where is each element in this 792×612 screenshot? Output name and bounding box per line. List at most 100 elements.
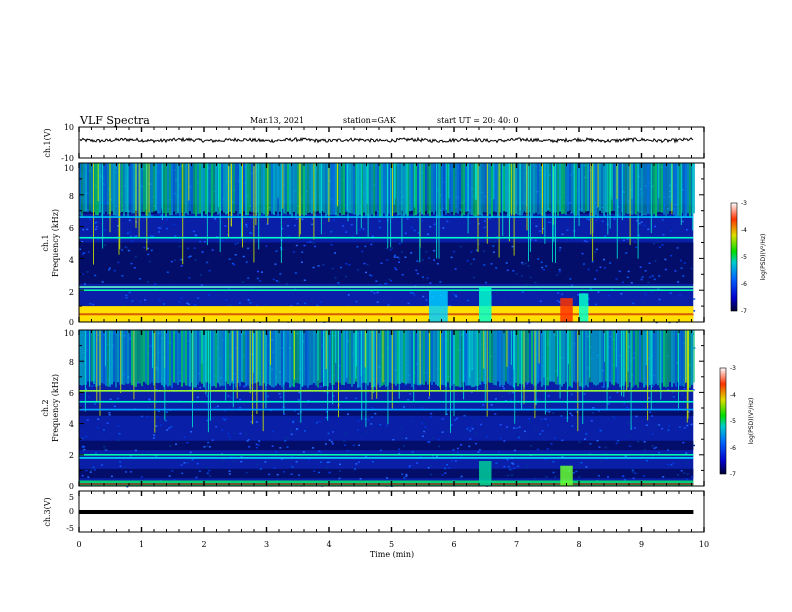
ch1-ytick-8: 8 xyxy=(69,192,74,201)
ch2-spectrogram-panel: 0 2 4 6 8 10 ch.2 Frequency (kHz) xyxy=(41,329,705,491)
spec1-sferic xyxy=(448,163,450,199)
spec2-noise xyxy=(585,466,588,468)
spec1-upper xyxy=(447,163,449,214)
spec1-upper xyxy=(149,163,151,217)
spec2-noise xyxy=(554,476,557,478)
spec1-upper xyxy=(635,163,637,215)
spec2-noise xyxy=(454,460,457,462)
spec1-sferic xyxy=(498,163,500,258)
spec1-upper xyxy=(453,163,455,216)
spec2-noise xyxy=(494,398,497,400)
spec1-upper xyxy=(685,163,687,217)
ch1-cb-tick-m7: -7 xyxy=(741,308,747,315)
spec2-noise xyxy=(126,485,129,488)
spec1-sferic xyxy=(230,163,232,227)
spec2-noise xyxy=(547,395,550,397)
spec2-noise xyxy=(685,452,688,454)
spec1-upper xyxy=(169,163,171,216)
spec2-noise xyxy=(283,436,286,439)
spec1-noise xyxy=(658,275,661,277)
spec2-noise xyxy=(513,449,516,452)
spec2-noise xyxy=(318,420,321,423)
spec2-noise xyxy=(643,441,646,443)
spec2-upper xyxy=(679,330,681,386)
spec1-noise xyxy=(300,261,303,263)
spec2-sferic xyxy=(335,330,337,363)
spec2-sferic xyxy=(323,330,324,387)
spec2-upper xyxy=(555,330,557,385)
spec1-upper xyxy=(335,163,337,216)
spec2-noise xyxy=(94,403,97,405)
spec1-upper xyxy=(327,163,329,215)
spec1-upper xyxy=(235,163,237,212)
spec1-noise xyxy=(334,276,337,279)
spec1-noise xyxy=(583,217,586,220)
ch2-cb-label: log(PSD)(V²/Hz) xyxy=(748,398,755,445)
spec2-upper xyxy=(499,330,501,387)
spec2-upper xyxy=(495,330,497,386)
spec2-upper xyxy=(79,330,81,385)
spec2-noise xyxy=(521,396,524,399)
spec1-noise xyxy=(362,228,365,230)
spec1-upper xyxy=(579,163,581,212)
spec1-upper xyxy=(679,163,681,216)
spec2-noise xyxy=(683,472,686,474)
spec2-dark-band xyxy=(79,440,694,451)
spec1-upper xyxy=(409,163,411,212)
spec1-upper xyxy=(87,163,89,213)
time-tick-label: 9 xyxy=(639,540,644,549)
spec2-upper xyxy=(219,330,221,387)
spec2-noise xyxy=(240,456,243,458)
time-axis-label: Time (min) xyxy=(370,550,414,559)
spec2-noise xyxy=(97,418,100,420)
spec2-sferic xyxy=(301,330,303,387)
spec1-noise xyxy=(249,231,252,234)
spec1-noise xyxy=(436,263,439,265)
spec1-noise xyxy=(230,304,233,307)
spec1-upper xyxy=(333,163,335,215)
spec1-upper xyxy=(287,163,289,212)
spec1-noise xyxy=(147,281,149,283)
spec1-noise xyxy=(385,247,388,250)
spec1-noise xyxy=(322,264,325,266)
spec2-sferic xyxy=(678,330,679,409)
spec2-upper xyxy=(575,330,577,383)
spec1-sferic xyxy=(188,163,190,201)
spec2-noise xyxy=(421,407,424,409)
spec2-noise xyxy=(227,433,230,435)
spec1-noise xyxy=(306,241,309,243)
spec2-noise xyxy=(119,461,122,463)
spec1-noise xyxy=(378,220,381,222)
spec1-upper xyxy=(371,163,373,215)
spec1-noise xyxy=(521,291,524,293)
spec2-noise xyxy=(503,387,506,390)
spec2-noise xyxy=(385,425,388,427)
spec1-sferic xyxy=(320,163,322,235)
time-tick-label: 4 xyxy=(326,540,331,549)
spec2-noise xyxy=(480,382,483,385)
spec2-upper xyxy=(229,330,231,386)
spec1-noise xyxy=(651,275,654,277)
spec1-sferic xyxy=(135,163,137,228)
spec1-noise xyxy=(356,269,359,271)
spec1-noise xyxy=(115,229,118,231)
spec1-sferic xyxy=(609,163,611,229)
spec2-noise xyxy=(589,443,592,445)
spec2-noise xyxy=(655,463,657,466)
spec2-upper xyxy=(277,330,279,384)
spec2-noise xyxy=(518,426,521,428)
time-tick-label: 6 xyxy=(451,540,456,549)
ch3-waveform-panel: 5 0 -5 ch.3(V) xyxy=(43,490,705,533)
spec2-noise xyxy=(613,416,616,419)
spec2-noise xyxy=(571,425,574,427)
spec1-noise xyxy=(505,214,508,216)
spec1-noise xyxy=(493,233,496,235)
spec2-noise xyxy=(230,396,233,399)
spec1-sferic xyxy=(392,163,393,219)
spec1-sferic xyxy=(475,163,477,200)
spec1-noise xyxy=(147,253,150,256)
spec2-noise xyxy=(416,462,419,464)
spec1-upper xyxy=(303,163,305,216)
spec2-noise xyxy=(526,383,529,385)
spec1-noise xyxy=(425,299,428,301)
